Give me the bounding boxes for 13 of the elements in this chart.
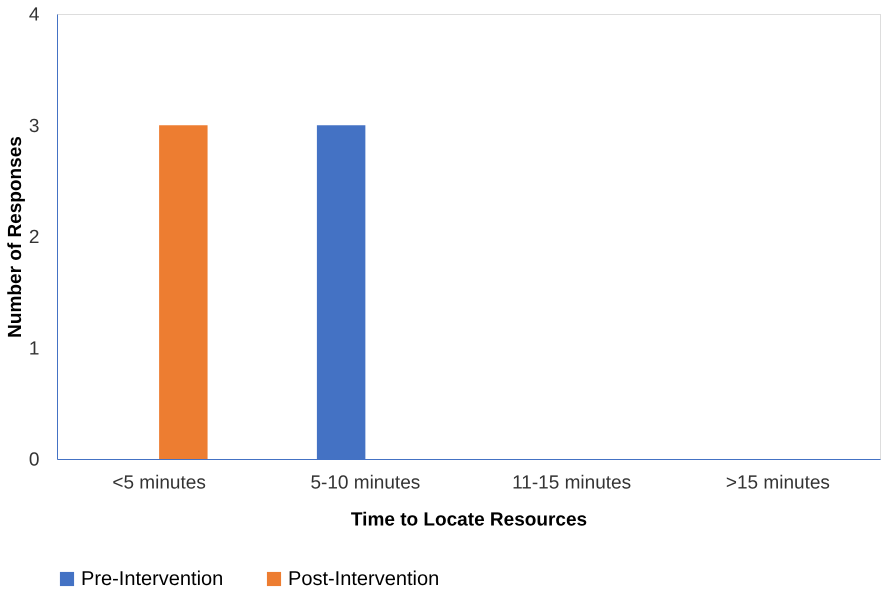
y-tick-label: 0 — [28, 450, 40, 470]
y-tick-label: 4 — [28, 4, 40, 26]
legend-label: Post-Intervention — [288, 568, 440, 590]
y-tick-label: 1 — [28, 338, 40, 360]
x-tick-label: 11-15 minutes — [512, 472, 632, 494]
x-tick-label: >15 minutes — [726, 472, 830, 494]
x-tick-label: 5-10 minutes — [310, 472, 420, 494]
legend-label: Pre-Intervention — [81, 568, 224, 590]
y-tick-label: 3 — [28, 116, 40, 137]
y-axis-title: Number of Responses — [4, 136, 26, 338]
y-tick-label: 2 — [28, 227, 40, 248]
x-axis-title: Time to Locate Resources — [350, 510, 588, 530]
x-tick-label: <5 minutes — [112, 472, 206, 494]
